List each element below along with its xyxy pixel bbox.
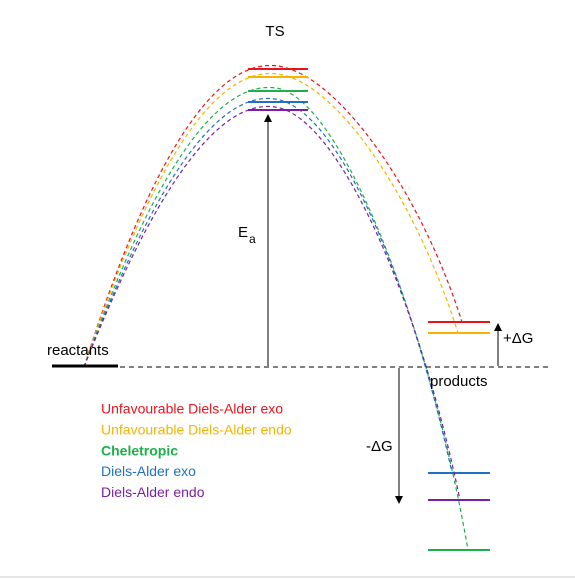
pathway-curve xyxy=(83,105,461,501)
pathway-curve xyxy=(83,64,463,368)
legend-entry: Diels-Alder exo xyxy=(101,463,196,479)
curves xyxy=(83,64,490,551)
plus-dg-label: +ΔG xyxy=(503,330,533,347)
ea-subscript: a xyxy=(249,232,256,246)
ts-label: TS xyxy=(265,23,284,40)
products-label: products xyxy=(430,373,488,390)
legend: Unfavourable Diels-Alder exo Unfavourable… xyxy=(101,401,292,500)
legend-entry: Unfavourable Diels-Alder endo xyxy=(101,422,292,438)
reactants-label: reactants xyxy=(47,342,109,359)
pathway-curve xyxy=(83,72,459,368)
ea-label: E xyxy=(238,224,248,241)
legend-entry: Unfavourable Diels-Alder exo xyxy=(101,401,283,417)
legend-entry: Diels-Alder endo xyxy=(101,484,205,500)
minus-dg-label: -ΔG xyxy=(366,438,393,455)
legend-entry: Cheletropic xyxy=(101,442,178,458)
